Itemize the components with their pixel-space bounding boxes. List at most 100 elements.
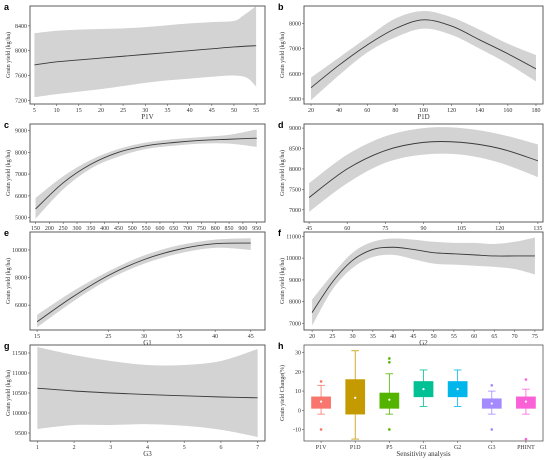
fitted-line <box>310 19 537 89</box>
x-tick-label: 500 <box>128 226 137 232</box>
x-tick-label: 105 <box>457 226 466 232</box>
fitted-line <box>35 137 257 210</box>
y-tick-label: 7600 <box>15 73 27 79</box>
x-tick-label: 7 <box>256 445 259 451</box>
x-tick-label: 15 <box>34 334 40 340</box>
x-tick-label: 65 <box>491 334 497 340</box>
x-tick-label: P5 <box>386 445 392 451</box>
y-tick-label: 6000 <box>15 194 27 200</box>
y-tick-label: 9000 <box>289 126 301 132</box>
x-tick-label: 120 <box>447 108 456 114</box>
outlier-point <box>490 428 494 431</box>
x-tick-label: G2 <box>454 445 461 451</box>
box-mean-point <box>422 388 425 391</box>
x-tick-label: 15 <box>76 108 82 114</box>
confidence-band <box>309 127 538 212</box>
panel-f: f Grain yield (kg/ha) 7000 8000 9000 10000 110… <box>278 228 544 347</box>
panel-b: b Grain yield (kg/ha) 5000 6000 7000 8000 20 40… <box>278 2 544 121</box>
fitted-line <box>308 141 539 198</box>
y-tick-label: 7000 <box>289 47 301 53</box>
x-tick-label: 6 <box>219 445 222 451</box>
panel-d: d Grain yield (kg/ha) 7000 7500 8000 8500 9000… <box>278 120 544 239</box>
panel-a: a Grain yield (kg/ha) 7200 7600 8000 8400 5 10 1… <box>4 2 266 121</box>
x-tick-label: 200 <box>45 226 54 232</box>
plot-border <box>29 123 266 223</box>
x-tick-label: 55 <box>253 108 259 114</box>
panel-letter: h <box>278 341 284 351</box>
x-tick-label: 750 <box>197 226 206 232</box>
panel-h: h Grain yield Change(%) -10 0 10 20 30 P1V P1D P5… <box>278 341 544 458</box>
y-tick-label: 8000 <box>15 276 27 282</box>
y-tick-label: 8500 <box>289 147 301 153</box>
x-tick-label: 5 <box>183 445 186 451</box>
x-tick-label: 35 <box>177 334 183 340</box>
y-tick-label: 10500 <box>12 391 27 397</box>
x-tick-label: 650 <box>169 226 178 232</box>
y-tick-label: 7000 <box>289 208 301 214</box>
y-tick-label: 5000 <box>289 97 301 103</box>
confidence-band <box>37 347 258 437</box>
plot-border <box>29 344 266 442</box>
panel-g: g Grain yield (kg/ha) 9500 10000 10500 11000 1… <box>4 341 266 458</box>
y-axis-label: Grain yield Change(%) <box>279 365 286 421</box>
x-tick-label: 20 <box>308 108 314 114</box>
x-tick-label: 20 <box>309 334 315 340</box>
x-axis-title: G3 <box>143 450 152 458</box>
plot-border <box>29 5 266 105</box>
x-tick-label: 160 <box>503 108 512 114</box>
x-tick-label: 140 <box>475 108 484 114</box>
x-tick-label: 4 <box>146 445 149 451</box>
y-tick-label: 8000 <box>289 300 301 306</box>
x-tick-label: 1 <box>36 445 39 451</box>
outlier-point <box>388 360 391 364</box>
x-tick-label: 40 <box>187 108 193 114</box>
x-tick-label: PHINT <box>517 445 535 451</box>
x-tick-label: 120 <box>495 226 504 232</box>
x-tick-label: 30 <box>141 334 147 340</box>
outlier-point <box>319 380 323 383</box>
box-mean-point <box>456 388 459 391</box>
x-tick-label: 35 <box>370 334 376 340</box>
box-mean-point <box>319 400 323 403</box>
x-tick-label: 45 <box>306 226 312 232</box>
box-mean-point <box>524 400 528 403</box>
x-tick-label: 40 <box>212 334 218 340</box>
x-axis-title: P1D <box>417 113 429 121</box>
plot-border <box>303 231 544 331</box>
panel-letter: a <box>4 2 10 12</box>
panel-letter: f <box>278 228 282 238</box>
outlier-point <box>388 357 391 360</box>
x-tick-label: 70 <box>512 334 518 340</box>
x-tick-label: 45 <box>209 108 215 114</box>
x-tick-label: 300 <box>73 226 82 232</box>
y-tick-label: 11500 <box>12 351 27 357</box>
y-tick-label: 5000 <box>15 216 27 222</box>
y-tick-label: 7200 <box>15 98 27 104</box>
x-tick-label: 60 <box>344 226 350 232</box>
y-axis-label: Grain yield (kg/ha) <box>279 258 286 304</box>
x-tick-label: 80 <box>392 108 398 114</box>
y-tick-label: 8000 <box>289 22 301 28</box>
x-tick-label: 600 <box>155 226 164 232</box>
x-tick-label: 900 <box>238 226 247 232</box>
fitted-line <box>311 246 535 313</box>
panel-letter: d <box>278 120 284 130</box>
x-tick-label: 2 <box>73 445 76 451</box>
y-axis-label: Grain yield (kg/ha) <box>279 150 286 196</box>
x-tick-label: G1 <box>420 445 427 451</box>
y-tick-label: 6000 <box>289 72 301 78</box>
outlier-point <box>490 384 494 387</box>
y-tick-label: 9500 <box>15 431 27 437</box>
y-axis-label: Grain yield (kg/ha) <box>5 150 12 196</box>
panel-letter: b <box>278 2 284 12</box>
plot-border <box>303 5 544 105</box>
confidence-band <box>311 11 536 101</box>
y-tick-label: 7000 <box>289 321 301 327</box>
panel-e: e Grain yield (kg/ha)6000 8000 10000 15 25 30 3… <box>4 228 266 347</box>
box-mean-point <box>354 396 357 399</box>
panel-letter: c <box>4 120 9 130</box>
x-tick-label: 400 <box>100 226 109 232</box>
x-tick-label: 850 <box>225 226 234 232</box>
confidence-band <box>37 238 251 328</box>
